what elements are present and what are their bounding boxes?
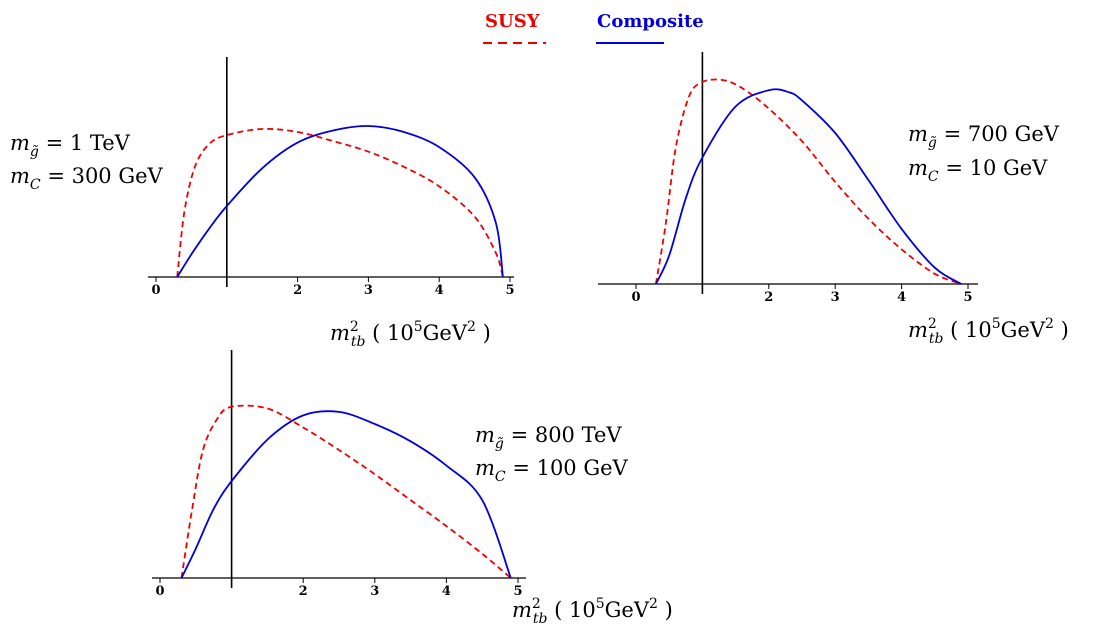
series-line-susy xyxy=(180,404,512,579)
x-tick-label: 3 xyxy=(370,584,379,599)
x-tick-label: 2 xyxy=(299,584,308,599)
series-line-susy xyxy=(176,128,504,278)
x-tick-label: 4 xyxy=(435,283,444,298)
parameter-gluino-mass: mg̃ = 1 TeV xyxy=(10,131,131,160)
series-line-composite xyxy=(180,410,512,579)
x-tick-label: 3 xyxy=(831,290,840,305)
legend-label-susy: SUSY xyxy=(485,11,541,32)
x-tick-label: 0 xyxy=(151,283,160,298)
parameter-composite-mass: mC = 10 GeV xyxy=(908,156,1048,185)
parameter-gluino-mass: mg̃ = 800 TeV xyxy=(475,423,622,452)
legend-label-composite: Composite xyxy=(597,11,704,32)
chart-panel-3: 0 2 3 4 5 mg̃ = 800 TeV mC = 100 GeV m2 tb ( 105… xyxy=(152,350,673,627)
series-line-susy xyxy=(655,78,962,285)
x-tick-label: 5 xyxy=(963,290,972,305)
x-tick-label: 4 xyxy=(897,290,906,305)
x-tick-label: 3 xyxy=(364,283,373,298)
x-tick-label: 0 xyxy=(631,290,640,305)
x-axis-label: m2 tb ( 105GeV2 ) xyxy=(512,596,673,627)
parameter-gluino-mass: mg̃ = 700 GeV xyxy=(908,122,1060,151)
x-tick-label: 5 xyxy=(513,584,522,599)
legend: SUSY Composite xyxy=(483,11,704,44)
series-line-composite xyxy=(176,125,504,278)
x-axis-label: m2 tb ( 105GeV2 ) xyxy=(908,316,1069,347)
x-tick-label: 2 xyxy=(293,283,302,298)
chart-panel-2: 0 2 3 4 5 mg̃ = 700 GeV mC = 10 GeV m2 tb ( 105G… xyxy=(598,52,1069,347)
x-tick-label: 2 xyxy=(764,290,773,305)
x-tick-label: 0 xyxy=(155,584,164,599)
series-line-composite xyxy=(655,88,962,285)
chart-panel-1: 0 2 3 4 5 mg̃ = 1 TeV mC = 300 GeV m2 tb ( 105Ge… xyxy=(10,57,515,350)
x-axis-label: m2 tb ( 105GeV2 ) xyxy=(330,319,491,350)
x-tick-label: 5 xyxy=(505,283,514,298)
x-tick-label: 4 xyxy=(442,584,451,599)
parameter-composite-mass: mC = 300 GeV xyxy=(10,164,164,193)
parameter-composite-mass: mC = 100 GeV xyxy=(475,456,629,485)
